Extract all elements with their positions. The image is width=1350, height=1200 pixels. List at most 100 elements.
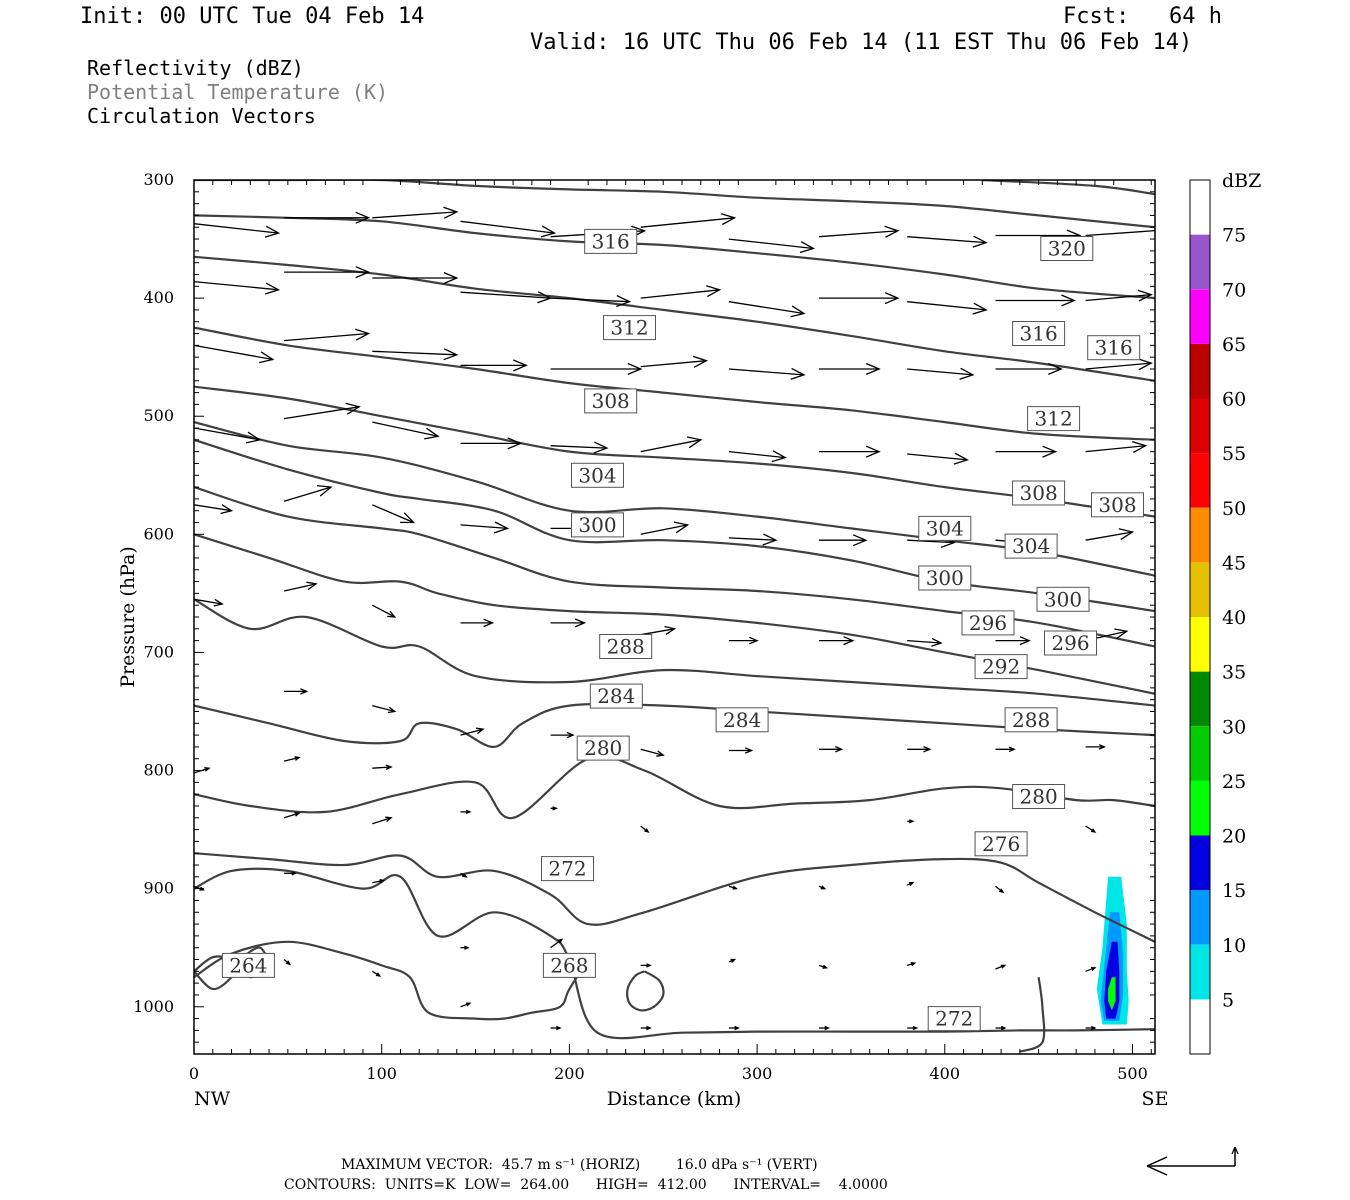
- circulation-vector: [550, 362, 643, 375]
- x-tick-label: 500: [1117, 1064, 1148, 1083]
- svg-text:320: 320: [1048, 237, 1086, 261]
- circulation-vector: [907, 301, 988, 315]
- circulation-vector: [194, 598, 224, 607]
- circulation-vector: [1085, 825, 1097, 833]
- svg-text:316: 316: [1020, 322, 1058, 346]
- contour-label: 288: [1004, 707, 1058, 733]
- y-tick-label: 500: [143, 406, 174, 425]
- colorbar-label: 45: [1222, 552, 1246, 574]
- circulation-vector: [995, 445, 1058, 458]
- contour-label: 268: [542, 952, 596, 978]
- y-tick-label: 300: [143, 170, 174, 189]
- circulation-vector: [728, 958, 737, 963]
- svg-text:280: 280: [584, 736, 622, 760]
- colorbar-label: 35: [1222, 662, 1246, 684]
- svg-text:288: 288: [1012, 708, 1050, 732]
- colorbar-swatch: [1190, 453, 1210, 508]
- colorbar-label: 50: [1222, 498, 1246, 520]
- circulation-vector: [460, 291, 553, 304]
- circulation-vector: [1085, 744, 1106, 750]
- circulation-vector: [819, 534, 868, 547]
- svg-text:300: 300: [1044, 587, 1082, 611]
- colorbar-swatch: [1190, 180, 1210, 235]
- circulation-vector: [728, 450, 787, 463]
- svg-text:312: 312: [1035, 407, 1073, 431]
- circulation-vector: [907, 452, 969, 465]
- circulation-vector: [1085, 440, 1148, 453]
- svg-text:316: 316: [1095, 336, 1133, 360]
- theta-contour-304: [194, 421, 1155, 577]
- circulation-vector: [640, 355, 709, 368]
- circulation-vector: [995, 1025, 1007, 1031]
- contour-label: 320: [1040, 236, 1094, 261]
- circulation-vector: [460, 727, 485, 736]
- colorbar-label: 10: [1222, 935, 1246, 957]
- circulation-vector: [1085, 229, 1155, 237]
- svg-text:284: 284: [597, 684, 635, 708]
- contour-label: 300: [571, 512, 624, 538]
- circulation-vector: [194, 223, 281, 238]
- colorbar-label: 70: [1222, 279, 1246, 301]
- circulation-vector: [460, 437, 523, 450]
- circulation-vector: [372, 764, 393, 771]
- contour-label: 316: [584, 228, 638, 254]
- colorbar-swatch: [1190, 890, 1210, 945]
- reference-vector-arrowhead-left: [1146, 1156, 1168, 1176]
- contour-label: 272: [927, 1006, 981, 1032]
- colorbar-swatch: [1190, 726, 1210, 781]
- contour-label-layer: 316 320 312 316 316 308 312 304 308 308 300 304 304 3…: [221, 228, 1144, 1032]
- circulation-vector: [550, 295, 632, 308]
- y-tick-label: 700: [143, 642, 174, 661]
- x-axis-right-end-label: SE: [1142, 1088, 1169, 1110]
- circulation-vector: [372, 272, 459, 285]
- svg-text:272: 272: [935, 1007, 973, 1031]
- svg-text:284: 284: [723, 708, 761, 732]
- svg-text:300: 300: [578, 513, 616, 537]
- x-axis-title: Distance (km): [607, 1088, 742, 1110]
- contour-label: 304: [1004, 533, 1058, 559]
- svg-text:304: 304: [926, 516, 964, 540]
- circulation-vector: [283, 811, 301, 819]
- contour-label: 264: [221, 952, 275, 978]
- circulation-vector: [728, 636, 759, 645]
- theta-contour-312: [194, 326, 1155, 441]
- circulation-vector: [284, 328, 371, 342]
- circulation-vector: [995, 746, 1016, 753]
- contour-label: 300: [918, 565, 972, 591]
- svg-text:308: 308: [592, 389, 630, 413]
- circulation-vector: [995, 964, 1007, 970]
- circulation-vector: [818, 225, 900, 238]
- contour-label: 304: [918, 515, 972, 541]
- y-tick-label: 800: [143, 761, 174, 780]
- circulation-vector: [550, 938, 564, 949]
- circulation-vector: [818, 885, 827, 890]
- circulation-vector: [907, 819, 915, 824]
- theta-contour-284: [194, 702, 1155, 748]
- circulation-vector: [907, 367, 975, 380]
- circulation-vector: [819, 362, 881, 375]
- svg-text:280: 280: [1020, 785, 1058, 809]
- reflectivity-layer: [1096, 876, 1129, 1025]
- theta-contour-276: [194, 852, 1155, 943]
- circulation-vector: [819, 445, 881, 458]
- circulation-vector: [550, 618, 587, 628]
- contour-label: 292: [974, 654, 1028, 680]
- colorbar-swatch: [1190, 617, 1210, 672]
- circulation-vector: [283, 756, 301, 762]
- circulation-vector: [460, 521, 510, 534]
- colorbar-swatch: [1190, 671, 1210, 727]
- circulation-vector: [194, 885, 205, 891]
- contour-label: 308: [584, 388, 638, 414]
- colorbar-swatch: [1190, 562, 1210, 617]
- forecast-hour-label: Fcst: 64 h: [1063, 4, 1222, 29]
- circulation-vector: [728, 301, 806, 318]
- circulation-vector: [284, 688, 309, 695]
- circulation-vector: [1085, 1025, 1097, 1031]
- svg-text:288: 288: [607, 635, 645, 659]
- circulation-vector: [284, 871, 298, 876]
- svg-text:312: 312: [610, 316, 648, 340]
- contour-label: 308: [1091, 492, 1144, 518]
- circulation-vector: [640, 963, 652, 968]
- theta-contour-272: [194, 867, 1155, 1040]
- circulation-vector: [728, 747, 754, 754]
